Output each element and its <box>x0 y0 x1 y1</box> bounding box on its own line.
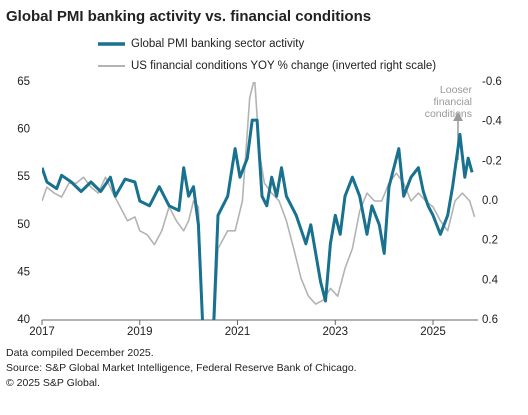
y-tick-label: 40 <box>17 314 30 326</box>
y2-tick-label: 0.6 <box>482 314 498 326</box>
y-tick-label: 45 <box>17 266 30 278</box>
legend-label: US financial conditions YOY % change (in… <box>131 60 436 72</box>
y2-tick-label: -0.6 <box>482 76 502 88</box>
x-tick-label: 2017 <box>29 326 55 338</box>
annotation-arrowhead <box>453 112 463 121</box>
chart-title: Global PMI banking activity vs. financia… <box>6 8 371 25</box>
y2-tick-label: 0.2 <box>482 235 498 247</box>
annotation: Looser financial conditions <box>424 84 472 120</box>
x-tick-label: 2021 <box>225 326 251 338</box>
legend-label: Global PMI banking sector activity <box>131 38 304 50</box>
y-tick-label: 60 <box>17 124 30 136</box>
series-line <box>42 118 474 320</box>
x-tick-label: 2023 <box>322 326 348 338</box>
annotation-box: Looser financial conditions <box>424 84 472 120</box>
x-tick-label: 2025 <box>420 326 446 338</box>
y-tick-label: 65 <box>17 76 30 88</box>
footer: © 2025 S&P Global. <box>6 377 100 389</box>
y-tick-label: 50 <box>17 219 30 231</box>
y2-tick-label: 0.0 <box>482 195 498 207</box>
footer: Source: S&P Global Market Intelligence, … <box>6 362 357 374</box>
x-tick-label: 2019 <box>127 326 153 338</box>
y2-tick-label: -0.4 <box>482 116 502 128</box>
footer: Data compiled December 2025. <box>6 347 154 359</box>
y2-tick-label: 0.4 <box>482 274 499 286</box>
y2-tick-label: -0.2 <box>482 155 502 167</box>
y-tick-label: 55 <box>17 171 30 183</box>
